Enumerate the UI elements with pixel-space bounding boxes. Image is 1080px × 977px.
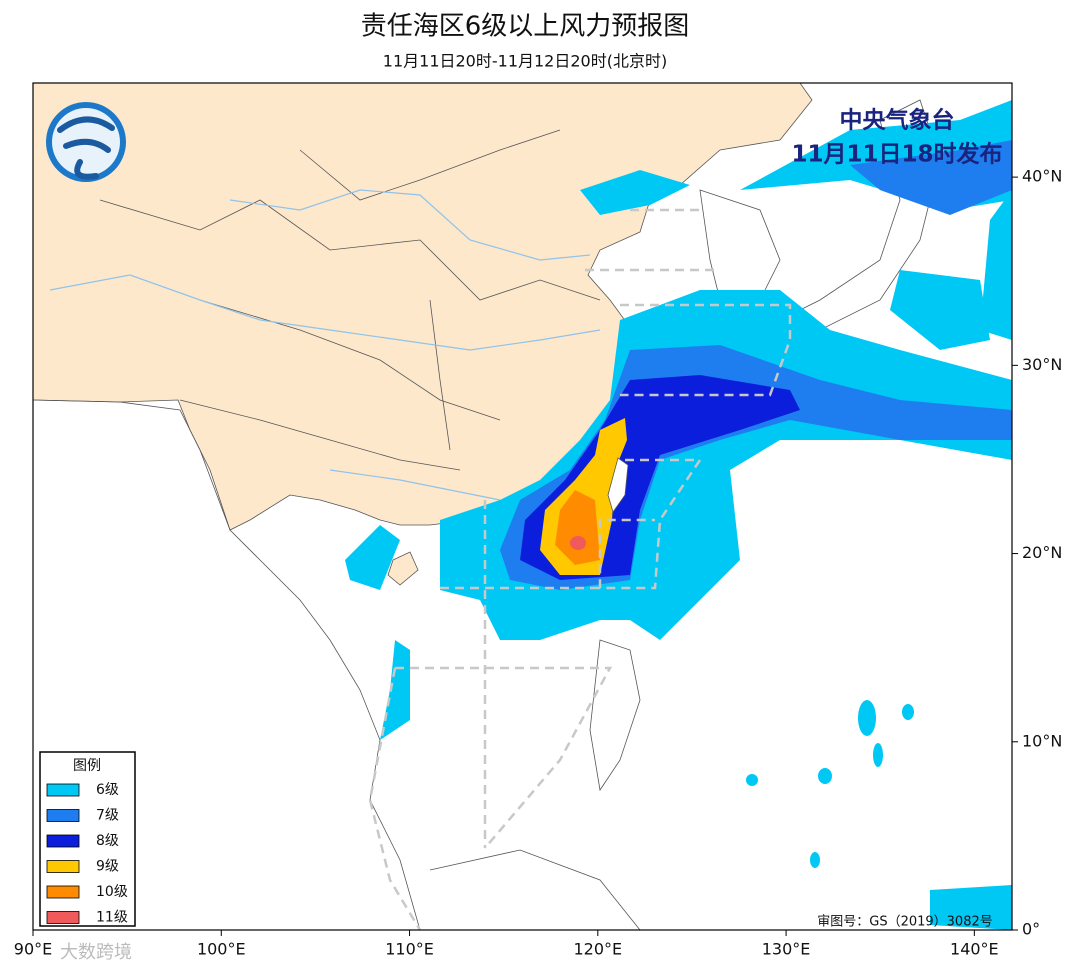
- wind-area: [810, 852, 820, 868]
- legend-swatch: [46, 809, 80, 822]
- issue-time: 11月11日18时发布: [791, 141, 1002, 168]
- legend-label: 7级: [96, 808, 119, 824]
- legend-swatch: [46, 885, 80, 899]
- wind-areas: [345, 100, 1012, 930]
- legend-label: 9级: [96, 859, 119, 875]
- wind-area: [858, 700, 876, 736]
- watermark: 大数跨境: [60, 942, 132, 963]
- land-outline: [32, 399, 421, 931]
- wind-area: [980, 190, 1012, 340]
- axes: 90°E 100°E 110°E 120°E 130°E 140°E 0° 10°N 20°N 3…: [14, 167, 1063, 959]
- logo-mark: [57, 116, 115, 180]
- legend-swatch: [46, 834, 80, 848]
- wind-area: [890, 270, 990, 350]
- map: 中央气象台 11月11日18时发布: [32, 82, 1013, 931]
- approval-number: 审图号：GS（2019）3082号: [817, 915, 993, 930]
- logo: [46, 102, 126, 182]
- x-tick-label: 130°E: [762, 940, 811, 959]
- legend-swatch: [46, 911, 80, 924]
- wind-area: [930, 885, 1012, 930]
- y-tick-label: 10°N: [1022, 731, 1062, 750]
- wind-area: [380, 640, 410, 740]
- legend-label: 8级: [96, 833, 119, 849]
- legend-label: 10级: [96, 884, 128, 900]
- legend-label: 11级: [96, 910, 128, 926]
- wind-area: [555, 490, 600, 565]
- wind-area: [818, 768, 832, 784]
- subtitle: 11月11日20时-11月12日20时(北京时): [383, 52, 667, 71]
- philippines-outline: [589, 639, 641, 792]
- wind-area: [746, 774, 758, 786]
- wind-area: [345, 525, 400, 590]
- y-tick-label: 0°: [1022, 920, 1040, 939]
- wind-area: [570, 536, 586, 550]
- x-tick-label: 110°E: [385, 940, 434, 959]
- legend-title: 图例: [73, 758, 101, 774]
- y-tick-label: 40°N: [1022, 167, 1062, 186]
- province-borders: [99, 129, 601, 471]
- legend-swatch: [46, 860, 80, 873]
- wind-area: [873, 743, 883, 767]
- japan-outline: [758, 99, 941, 341]
- responsibility-zones: [368, 208, 792, 931]
- legend-swatch: [46, 783, 80, 797]
- map-frame: [32, 82, 1013, 931]
- y-tick-label: 30°N: [1022, 355, 1062, 374]
- x-tick-label: 120°E: [573, 940, 622, 959]
- legend-label: 6级: [96, 782, 119, 798]
- y-tick-label: 20°N: [1022, 543, 1062, 562]
- wind-area: [580, 170, 690, 215]
- taiwan: [607, 457, 629, 513]
- x-tick-label: 90°E: [14, 940, 52, 959]
- x-tick-label: 100°E: [197, 940, 246, 959]
- borneo-outline: [429, 849, 641, 931]
- x-tick-label: 140°E: [950, 940, 999, 959]
- hainan: [387, 551, 419, 586]
- agency: 中央气象台: [840, 107, 955, 134]
- wind-area: [850, 140, 1012, 215]
- title: 责任海区6级以上风力预报图: [361, 12, 690, 42]
- legend: 图例 6级 7级 8级 9级 10级 11级: [39, 751, 136, 927]
- zone-boundary: [368, 208, 792, 931]
- wind-area: [902, 704, 914, 720]
- rivers: [49, 189, 601, 501]
